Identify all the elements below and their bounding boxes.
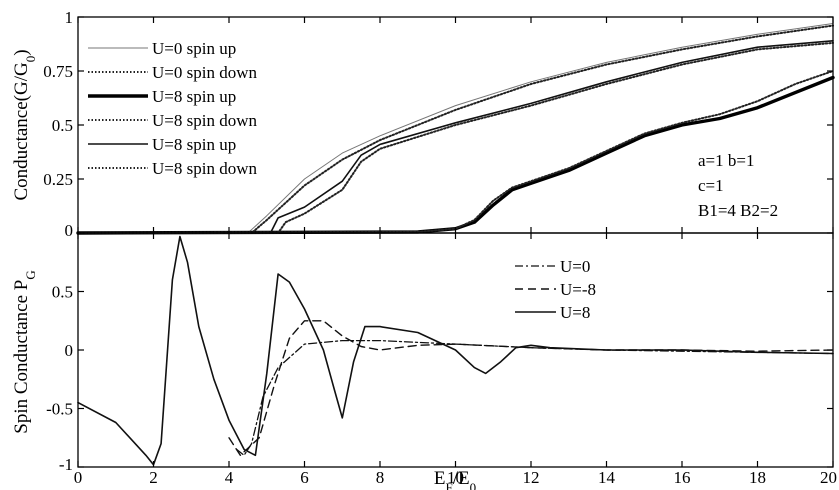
top-legend-label-3: U=8 spin up [152,87,236,106]
top-series-line-5 [77,40,834,234]
top-y-tick-label: 0.25 [43,170,73,189]
top-y-axis-title: Conductance(G/G0) [11,49,38,200]
top-legend-label-4: U=8 spin down [152,111,257,130]
parameter-annotation: a=1 b=1 c=1 B1=4 B2=2 [698,151,778,220]
top-y-tick-label: 1 [65,8,74,27]
bottom-legend-label-2: U=-8 [560,280,596,299]
top-legend: U=0 spin up U=0 spin down U=8 spin up U=8 s… [88,39,257,178]
x-tick-label: 0 [74,468,83,487]
top-y-tick-label: 0.5 [52,116,73,135]
top-legend-label-5: U=8 spin up [152,135,236,154]
bottom-y-tick-label: 0.5 [52,283,73,302]
x-tick-label: 16 [674,468,691,487]
x-tick-label: 6 [300,468,309,487]
top-series-line-1 [77,23,834,234]
x-axis-title: EF/E0 [434,468,476,490]
x-tick-label: 14 [598,468,616,487]
x-tick-label: 18 [749,468,766,487]
bottom-panel: -1 -0.5 0 0.5 0 2 4 6 8 10 12 14 16 18 20 Spin Conduct… [11,17,837,490]
bottom-y-tick-label: 0 [65,341,74,360]
annotation-line-1: a=1 b=1 [698,151,754,170]
top-series-line-2 [77,24,834,234]
top-panel: 0 0.25 0.5 0.75 1 Conductance(G/G0) U=0 spin… [11,8,835,240]
top-legend-label-6: U=8 spin down [152,159,257,178]
bottom-ticks-group: -1 -0.5 0 0.5 0 2 4 6 8 10 12 14 16 18 20 [46,17,837,487]
top-ticks-group: 0 0.25 0.5 0.75 1 [43,8,833,240]
top-y-tick-label: 0.75 [43,62,73,81]
x-tick-label: 2 [149,468,158,487]
top-legend-label-1: U=0 spin up [152,39,236,58]
top-series-line-6 [77,41,834,234]
x-tick-label: 20 [820,468,837,487]
x-tick-label: 10 [447,468,464,487]
annotation-line-3: B1=4 B2=2 [698,201,778,220]
top-y-tick-label: 0 [65,221,74,240]
bottom-legend-label-3: U=8 [560,303,590,322]
bottom-series-line-3 [77,235,834,466]
x-tick-label: 8 [376,468,385,487]
annotation-line-2: c=1 [698,176,724,195]
bottom-legend-label-1: U=0 [560,257,590,276]
top-series-group [76,23,835,235]
bottom-y-axis-title: Spin Conductance PG [11,270,38,434]
top-legend-label-2: U=0 spin down [152,63,257,82]
top-series-line-4 [77,70,834,234]
x-tick-label: 4 [225,468,234,487]
bottom-y-tick-label: -1 [59,455,73,474]
bottom-y-tick-label: -0.5 [46,400,73,419]
bottom-legend: U=0 U=-8 U=8 [515,257,596,322]
x-tick-label: 12 [523,468,540,487]
bottom-series-group [77,235,834,466]
